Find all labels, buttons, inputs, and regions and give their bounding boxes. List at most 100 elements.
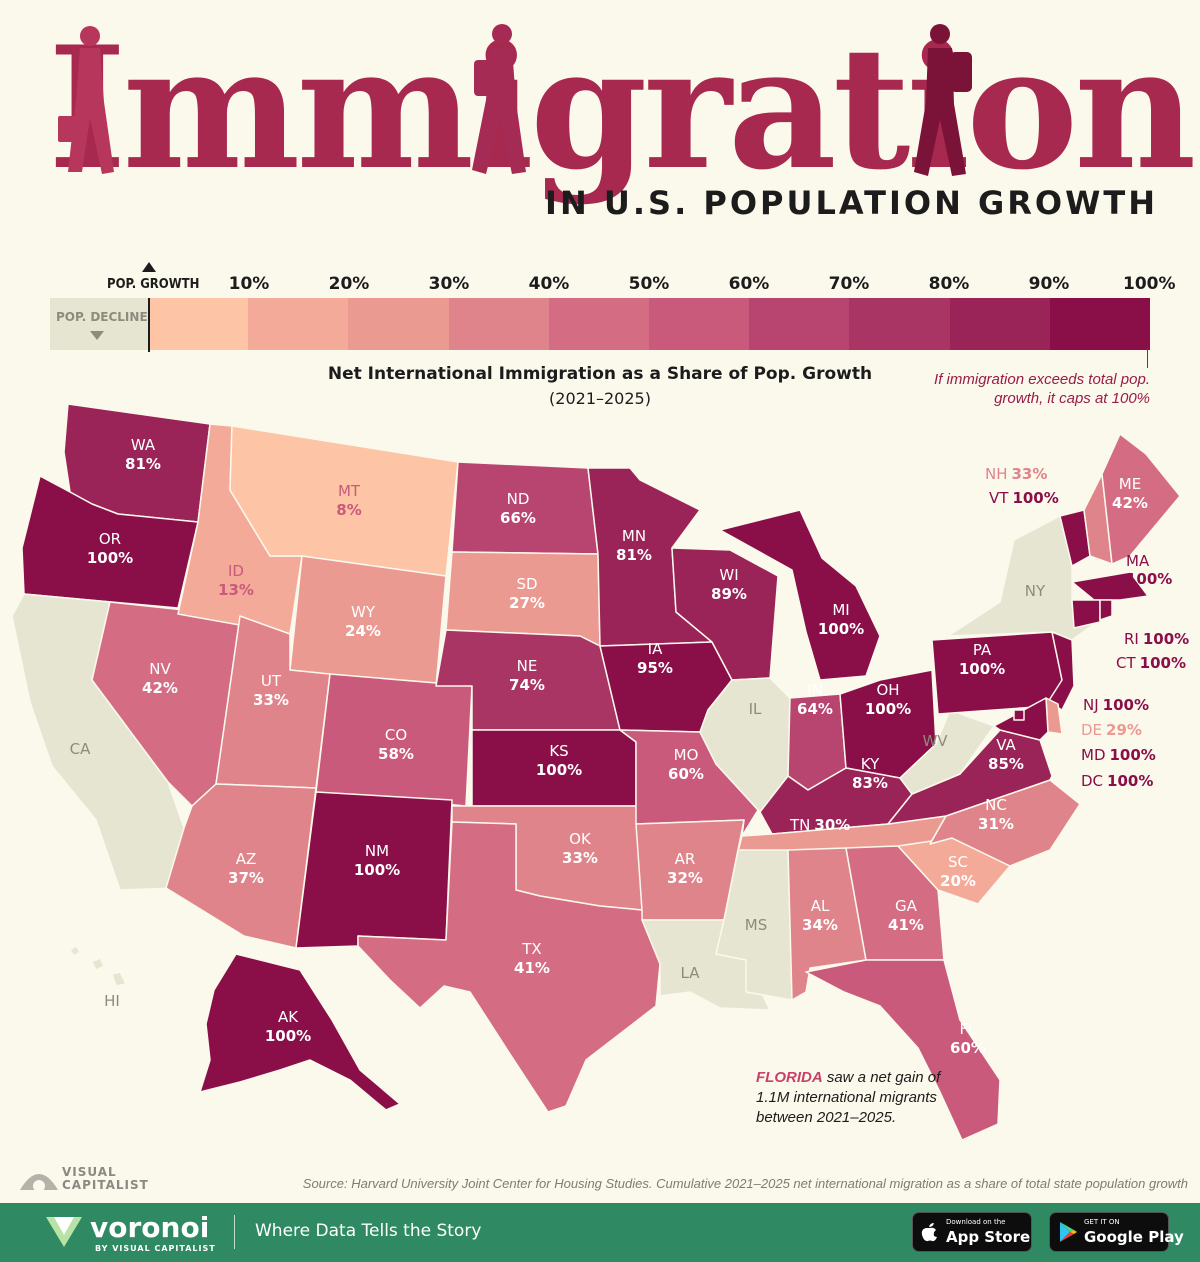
state-value: 60%: [668, 765, 704, 783]
legend-swatch-30-40: [448, 298, 549, 350]
state-value: 64%: [797, 700, 833, 718]
state-abbr: MA: [1126, 552, 1150, 570]
state-abbr: WV: [922, 732, 948, 750]
state-abbr: AR: [674, 850, 696, 868]
state-label-nd: ND 66%: [500, 490, 536, 528]
state-value: 81%: [125, 455, 161, 473]
pop-decline-label: POP. DECLINE: [56, 310, 148, 324]
state-label-co: CO 58%: [378, 726, 414, 764]
state-value: 32%: [667, 869, 703, 887]
legend-tick: 60%: [728, 274, 770, 294]
state-label-nv: NV 42%: [142, 660, 178, 698]
state-label-va: VA 85%: [988, 736, 1024, 774]
state-shape-MI: [719, 509, 881, 681]
state-abbr: OK: [569, 830, 591, 848]
state-value: 100%: [1107, 772, 1154, 790]
state-shape-AK: [199, 953, 401, 1111]
state-value: 100%: [958, 660, 1006, 678]
state-label-nm: NM 100%: [354, 842, 400, 880]
legend-tick: 100%: [1123, 274, 1176, 294]
state-label-ar: AR 32%: [667, 850, 703, 888]
state-abbr: MS: [744, 916, 768, 934]
state-shape-DC: [1013, 709, 1025, 721]
state-abbr: NE: [516, 657, 538, 675]
app-store-small: Download on the: [946, 1218, 1006, 1226]
state-value: 95%: [637, 659, 673, 677]
state-label-wi: WI 89%: [711, 566, 747, 604]
state-label-ak: AK 100%: [265, 1008, 311, 1046]
state-label-tn: TN 30%: [790, 816, 850, 834]
state-value: 42%: [142, 679, 178, 697]
down-triangle-icon: [90, 331, 104, 340]
legend-divider: [148, 298, 150, 352]
tagline: Where Data Tells the Story: [255, 1221, 482, 1241]
state-label-wy: WY 24%: [345, 603, 381, 641]
legend-swatch-80-90: [949, 298, 1050, 350]
state-abbr: RI: [1124, 630, 1139, 648]
visual-capitalist-wordmark: VISUAL CAPITALIST: [62, 1166, 149, 1192]
state-label-mn: MN 81%: [616, 527, 652, 565]
legend-tick: 50%: [628, 274, 670, 294]
state-abbr: MT: [337, 482, 361, 500]
state-value: 33%: [562, 849, 598, 867]
wordmark-line1: VISUAL: [62, 1165, 117, 1179]
legend-tick: 40%: [528, 274, 570, 294]
state-label-dc: DC 100%: [1081, 772, 1153, 790]
state-label-ut: UT 33%: [253, 672, 289, 710]
state-label-tx: TX 41%: [514, 940, 550, 978]
state-label-ri: RI 100%: [1124, 630, 1189, 648]
state-value: 33%: [1011, 465, 1048, 483]
legend-swatch-0-10: [148, 298, 249, 350]
state-value: 100%: [864, 700, 912, 718]
state-abbr: NV: [149, 660, 171, 678]
state-shape-RI: [1099, 599, 1113, 621]
app-store-button[interactable]: Download on the App Store: [912, 1212, 1032, 1252]
legend-tick: 30%: [428, 274, 470, 294]
state-abbr: MI: [832, 601, 850, 619]
us-choropleth-map: [0, 380, 1200, 1160]
state-label-ne: NE 74%: [509, 657, 545, 695]
state-value: 37%: [228, 869, 264, 887]
state-abbr: SC: [948, 853, 968, 871]
state-value: 85%: [988, 755, 1024, 773]
state-abbr: NJ: [1083, 696, 1099, 714]
state-value: 30%: [814, 816, 851, 834]
state-abbr: IL: [748, 700, 762, 718]
state-shape-TX: [357, 821, 661, 1113]
voronoi-brand[interactable]: voronoi: [90, 1211, 210, 1244]
state-label-nj: NJ 100%: [1083, 696, 1149, 714]
state-label-wa: WA 81%: [125, 436, 161, 474]
visual-capitalist-logo-icon: [20, 1174, 58, 1192]
legend-swatch-10-20: [248, 298, 349, 350]
state-shape-NJ: [1047, 631, 1075, 711]
wordmark-line2: CAPITALIST: [62, 1178, 149, 1192]
state-value: 24%: [345, 622, 381, 640]
state-label-az: AZ 37%: [228, 850, 264, 888]
state-abbr: UT: [260, 672, 282, 690]
source-note: Source: Harvard University Joint Center …: [302, 1176, 1188, 1191]
state-abbr: FL: [959, 1020, 977, 1038]
legend-tick: 20%: [328, 274, 370, 294]
state-label-oh: OH 100%: [865, 681, 911, 719]
state-label-ok: OK 33%: [562, 830, 598, 868]
page-subtitle: IN U.S. POPULATION GROWTH: [545, 184, 1158, 222]
state-label-ga: GA 41%: [888, 897, 924, 935]
google-play-button[interactable]: GET IT ON Google Play: [1049, 1212, 1184, 1252]
state-label-sc: SC 20%: [940, 853, 976, 891]
state-shape-ME: [1101, 433, 1181, 565]
state-value: 100%: [264, 1027, 312, 1045]
brand-sub: BY VISUAL CAPITALIST: [95, 1244, 216, 1253]
state-label-vt: VT 100%: [989, 489, 1059, 507]
state-label-id: ID 13%: [218, 562, 254, 600]
legend-tick: 90%: [1028, 274, 1070, 294]
florida-annotation: FLORIDA saw a net gain of 1.1M internati…: [756, 1068, 956, 1128]
state-abbr: AK: [277, 1008, 299, 1026]
state-abbr: GA: [895, 897, 917, 915]
state-value: 89%: [711, 585, 747, 603]
state-abbr: AZ: [235, 850, 257, 868]
state-abbr: AL: [810, 897, 830, 915]
state-label-ms: MS: [745, 916, 767, 935]
google-play-label: Google Play: [1084, 1228, 1184, 1246]
state-value: 66%: [500, 509, 536, 527]
state-abbr: CO: [384, 726, 408, 744]
